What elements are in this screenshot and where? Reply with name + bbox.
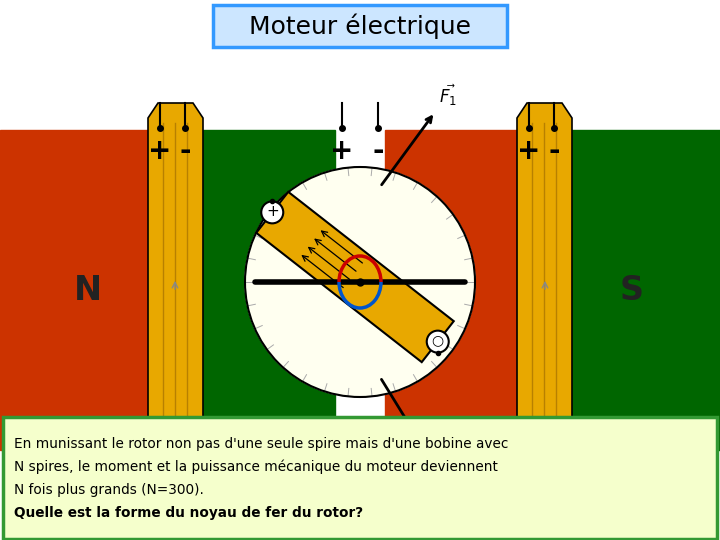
Polygon shape [517, 103, 572, 448]
Bar [0, 130, 175, 450]
Text: S: S [620, 273, 644, 307]
Bar [385, 130, 545, 450]
Text: -: - [372, 137, 384, 165]
Circle shape [427, 330, 449, 353]
Text: Moteur électrique: Moteur électrique [249, 14, 471, 39]
Polygon shape [256, 192, 454, 362]
Text: S: S [263, 273, 287, 307]
Bar [545, 130, 720, 450]
Text: -: - [548, 137, 559, 165]
Polygon shape [148, 103, 203, 448]
Text: N spires, le moment et la puissance mécanique du moteur deviennent: N spires, le moment et la puissance méca… [14, 460, 498, 475]
Text: $\vec{F_1}$: $\vec{F_1}$ [439, 83, 457, 108]
Text: N fois plus grands (N=300).: N fois plus grands (N=300). [14, 483, 204, 497]
FancyBboxPatch shape [213, 5, 507, 47]
Text: +: + [330, 137, 354, 165]
FancyBboxPatch shape [3, 417, 717, 539]
Text: -: - [179, 137, 191, 165]
Text: ○: ○ [432, 334, 444, 348]
Circle shape [245, 167, 475, 397]
Text: +: + [517, 137, 541, 165]
Text: Quelle est la forme du noyau de fer du rotor?: Quelle est la forme du noyau de fer du r… [14, 506, 363, 520]
Circle shape [261, 201, 283, 224]
Text: En munissant le rotor non pas d'une seule spire mais d'une bobine avec: En munissant le rotor non pas d'une seul… [14, 437, 508, 451]
Text: +: + [148, 137, 171, 165]
Text: $\vec{F_2}$: $\vec{F_2}$ [424, 446, 442, 471]
Bar [175, 130, 335, 450]
Text: N: N [431, 273, 459, 307]
Text: N: N [74, 273, 102, 307]
Text: +: + [266, 204, 279, 219]
